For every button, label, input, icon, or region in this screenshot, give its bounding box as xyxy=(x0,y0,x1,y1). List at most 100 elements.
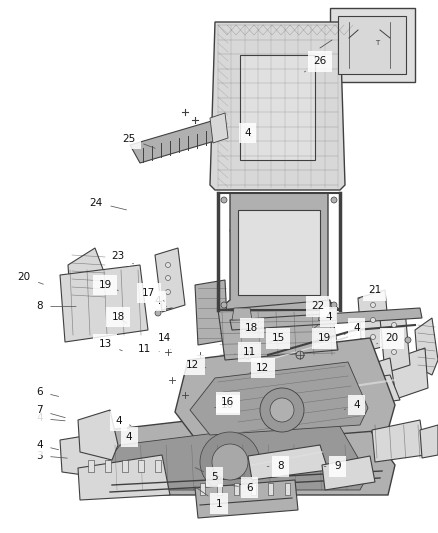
Text: 6: 6 xyxy=(230,483,253,492)
Polygon shape xyxy=(100,418,368,490)
Circle shape xyxy=(392,322,396,327)
Text: 19: 19 xyxy=(99,280,118,290)
Polygon shape xyxy=(175,338,395,445)
Text: 12: 12 xyxy=(186,360,206,370)
Text: 4: 4 xyxy=(126,432,138,445)
Text: 16: 16 xyxy=(221,398,234,407)
Text: 4: 4 xyxy=(115,416,131,426)
Polygon shape xyxy=(195,480,298,518)
Polygon shape xyxy=(190,362,368,435)
Text: 20: 20 xyxy=(377,334,399,344)
Polygon shape xyxy=(60,432,115,478)
Text: 23: 23 xyxy=(112,251,134,264)
Circle shape xyxy=(331,302,337,308)
Text: 4: 4 xyxy=(36,440,59,450)
Polygon shape xyxy=(195,280,228,345)
Polygon shape xyxy=(210,113,228,143)
Bar xyxy=(200,483,205,495)
Polygon shape xyxy=(78,455,170,500)
Text: 6: 6 xyxy=(36,387,59,397)
Polygon shape xyxy=(415,318,438,375)
Polygon shape xyxy=(248,445,328,480)
Circle shape xyxy=(166,276,170,280)
Polygon shape xyxy=(85,402,395,495)
Bar xyxy=(88,460,94,472)
Circle shape xyxy=(244,351,252,359)
Text: 4: 4 xyxy=(36,414,65,423)
Text: 4: 4 xyxy=(313,312,332,329)
Text: 8: 8 xyxy=(267,462,284,471)
Circle shape xyxy=(371,318,375,322)
Text: 8: 8 xyxy=(36,302,76,311)
Bar xyxy=(138,460,144,472)
Polygon shape xyxy=(420,425,438,458)
Bar xyxy=(268,483,273,495)
Text: 10: 10 xyxy=(215,400,234,410)
Polygon shape xyxy=(372,420,425,462)
Text: 18: 18 xyxy=(112,312,127,324)
Circle shape xyxy=(392,335,396,341)
Text: 26: 26 xyxy=(304,56,326,72)
Circle shape xyxy=(296,351,304,359)
Circle shape xyxy=(155,310,161,316)
Text: 14: 14 xyxy=(158,334,171,349)
Polygon shape xyxy=(232,308,252,320)
Polygon shape xyxy=(230,215,320,258)
Bar xyxy=(285,483,290,495)
Text: 17: 17 xyxy=(142,288,164,301)
Circle shape xyxy=(270,398,294,422)
Text: 4: 4 xyxy=(154,296,166,306)
Polygon shape xyxy=(218,193,340,310)
Polygon shape xyxy=(358,290,390,352)
Circle shape xyxy=(405,337,411,343)
Text: 4: 4 xyxy=(344,323,360,335)
Polygon shape xyxy=(60,265,148,342)
Text: 4: 4 xyxy=(244,128,252,138)
Text: 13: 13 xyxy=(99,339,122,351)
Polygon shape xyxy=(290,375,400,415)
Text: 5: 5 xyxy=(195,467,218,482)
Text: 19: 19 xyxy=(316,334,331,343)
Text: 7: 7 xyxy=(36,406,65,418)
Text: 4: 4 xyxy=(344,400,360,410)
Text: 25: 25 xyxy=(123,134,155,148)
Text: 18: 18 xyxy=(245,323,258,333)
Text: 20: 20 xyxy=(18,272,43,284)
Circle shape xyxy=(166,262,170,268)
Text: 21: 21 xyxy=(359,286,381,298)
Polygon shape xyxy=(318,308,336,320)
Polygon shape xyxy=(240,55,315,160)
Bar xyxy=(155,460,161,472)
Text: 11: 11 xyxy=(138,344,159,354)
Circle shape xyxy=(371,335,375,340)
Polygon shape xyxy=(155,248,185,312)
Text: 24: 24 xyxy=(90,198,127,210)
Polygon shape xyxy=(380,310,410,373)
Text: 22: 22 xyxy=(311,302,324,311)
Polygon shape xyxy=(330,8,415,82)
Text: 12: 12 xyxy=(250,363,269,373)
Circle shape xyxy=(221,197,227,203)
Polygon shape xyxy=(218,300,338,360)
Polygon shape xyxy=(390,348,428,400)
Bar xyxy=(251,483,256,495)
Polygon shape xyxy=(322,456,375,490)
Bar xyxy=(121,460,127,472)
Circle shape xyxy=(166,289,170,295)
Text: 9: 9 xyxy=(324,462,341,471)
Polygon shape xyxy=(130,120,225,163)
Polygon shape xyxy=(230,308,422,330)
Circle shape xyxy=(200,432,260,492)
Text: 11: 11 xyxy=(235,347,256,357)
Polygon shape xyxy=(78,410,118,460)
Polygon shape xyxy=(358,358,395,400)
Text: 15: 15 xyxy=(270,334,285,343)
Polygon shape xyxy=(238,210,320,295)
Circle shape xyxy=(260,388,304,432)
Bar xyxy=(217,483,222,495)
Circle shape xyxy=(212,444,248,480)
Circle shape xyxy=(392,350,396,354)
Circle shape xyxy=(331,197,337,203)
Circle shape xyxy=(371,303,375,308)
Polygon shape xyxy=(210,22,345,190)
